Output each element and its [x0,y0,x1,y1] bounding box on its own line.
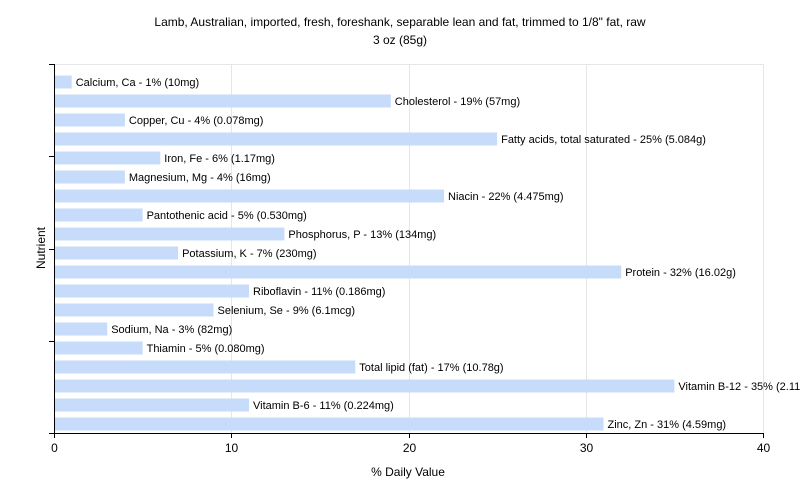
bar-label: Phosphorus, P - 13% (134mg) [288,229,436,241]
chart-title: Lamb, Australian, imported, fresh, fores… [154,15,646,29]
y-axis-label: Nutrient [34,226,48,269]
bar-label: Selenium, Se - 9% (6.1mcg) [218,305,356,317]
bar-label: Niacin - 22% (4.475mg) [448,191,564,203]
bar [55,227,285,241]
y-ticks [49,64,54,434]
x-ticks: 0 10 20 30 40 [51,433,770,455]
bar-label: Cholesterol - 19% (57mg) [395,96,520,108]
bar [55,303,214,317]
bar [55,170,125,184]
bars: Calcium, Ca - 1% (10mg) Cholesterol - 19%… [55,75,800,431]
bar-label: Vitamin B-12 - 35% (2.11mcg) [678,381,800,393]
chart-subtitle: 3 oz (85g) [373,33,427,47]
x-tick-label: 20 [403,441,417,455]
bar-label: Potassium, K - 7% (230mg) [182,248,317,260]
bar [55,246,179,260]
bar-label: Magnesium, Mg - 4% (16mg) [129,172,271,184]
bar [55,360,356,374]
bar-label: Total lipid (fat) - 17% (10.78g) [359,362,503,374]
bar-label: Calcium, Ca - 1% (10mg) [76,77,199,89]
bar-label: Protein - 32% (16.02g) [625,267,736,279]
bar-label: Riboflavin - 11% (0.186mg) [253,286,385,298]
bar [55,265,622,279]
bar [55,341,143,355]
bar-label: Thiamin - 5% (0.080mg) [147,343,265,355]
bar [55,113,125,127]
bar [55,75,72,89]
x-axis-label: % Daily Value [371,465,445,479]
bar [55,398,249,412]
x-tick-label: 40 [757,441,771,455]
bar [55,379,675,393]
bar-label: Fatty acids, total saturated - 25% (5.08… [501,134,706,146]
bar-label: Pantothenic acid - 5% (0.530mg) [147,210,307,222]
bar [55,132,498,146]
x-tick-label: 0 [51,441,58,455]
bar-label: Iron, Fe - 6% (1.17mg) [164,153,275,165]
bar [55,151,161,165]
bar-label: Zinc, Zn - 31% (4.59mg) [608,419,727,431]
bar-label: Vitamin B-6 - 11% (0.224mg) [253,400,394,412]
x-tick-label: 30 [580,441,594,455]
bar [55,189,444,203]
bar [55,417,604,431]
bar [55,322,108,336]
bar [55,284,249,298]
axes [54,64,763,434]
bar-label: Copper, Cu - 4% (0.078mg) [129,115,264,127]
x-tick-label: 10 [225,441,239,455]
bar [55,208,143,222]
bar-label: Sodium, Na - 3% (82mg) [111,324,232,336]
bar [55,94,391,108]
